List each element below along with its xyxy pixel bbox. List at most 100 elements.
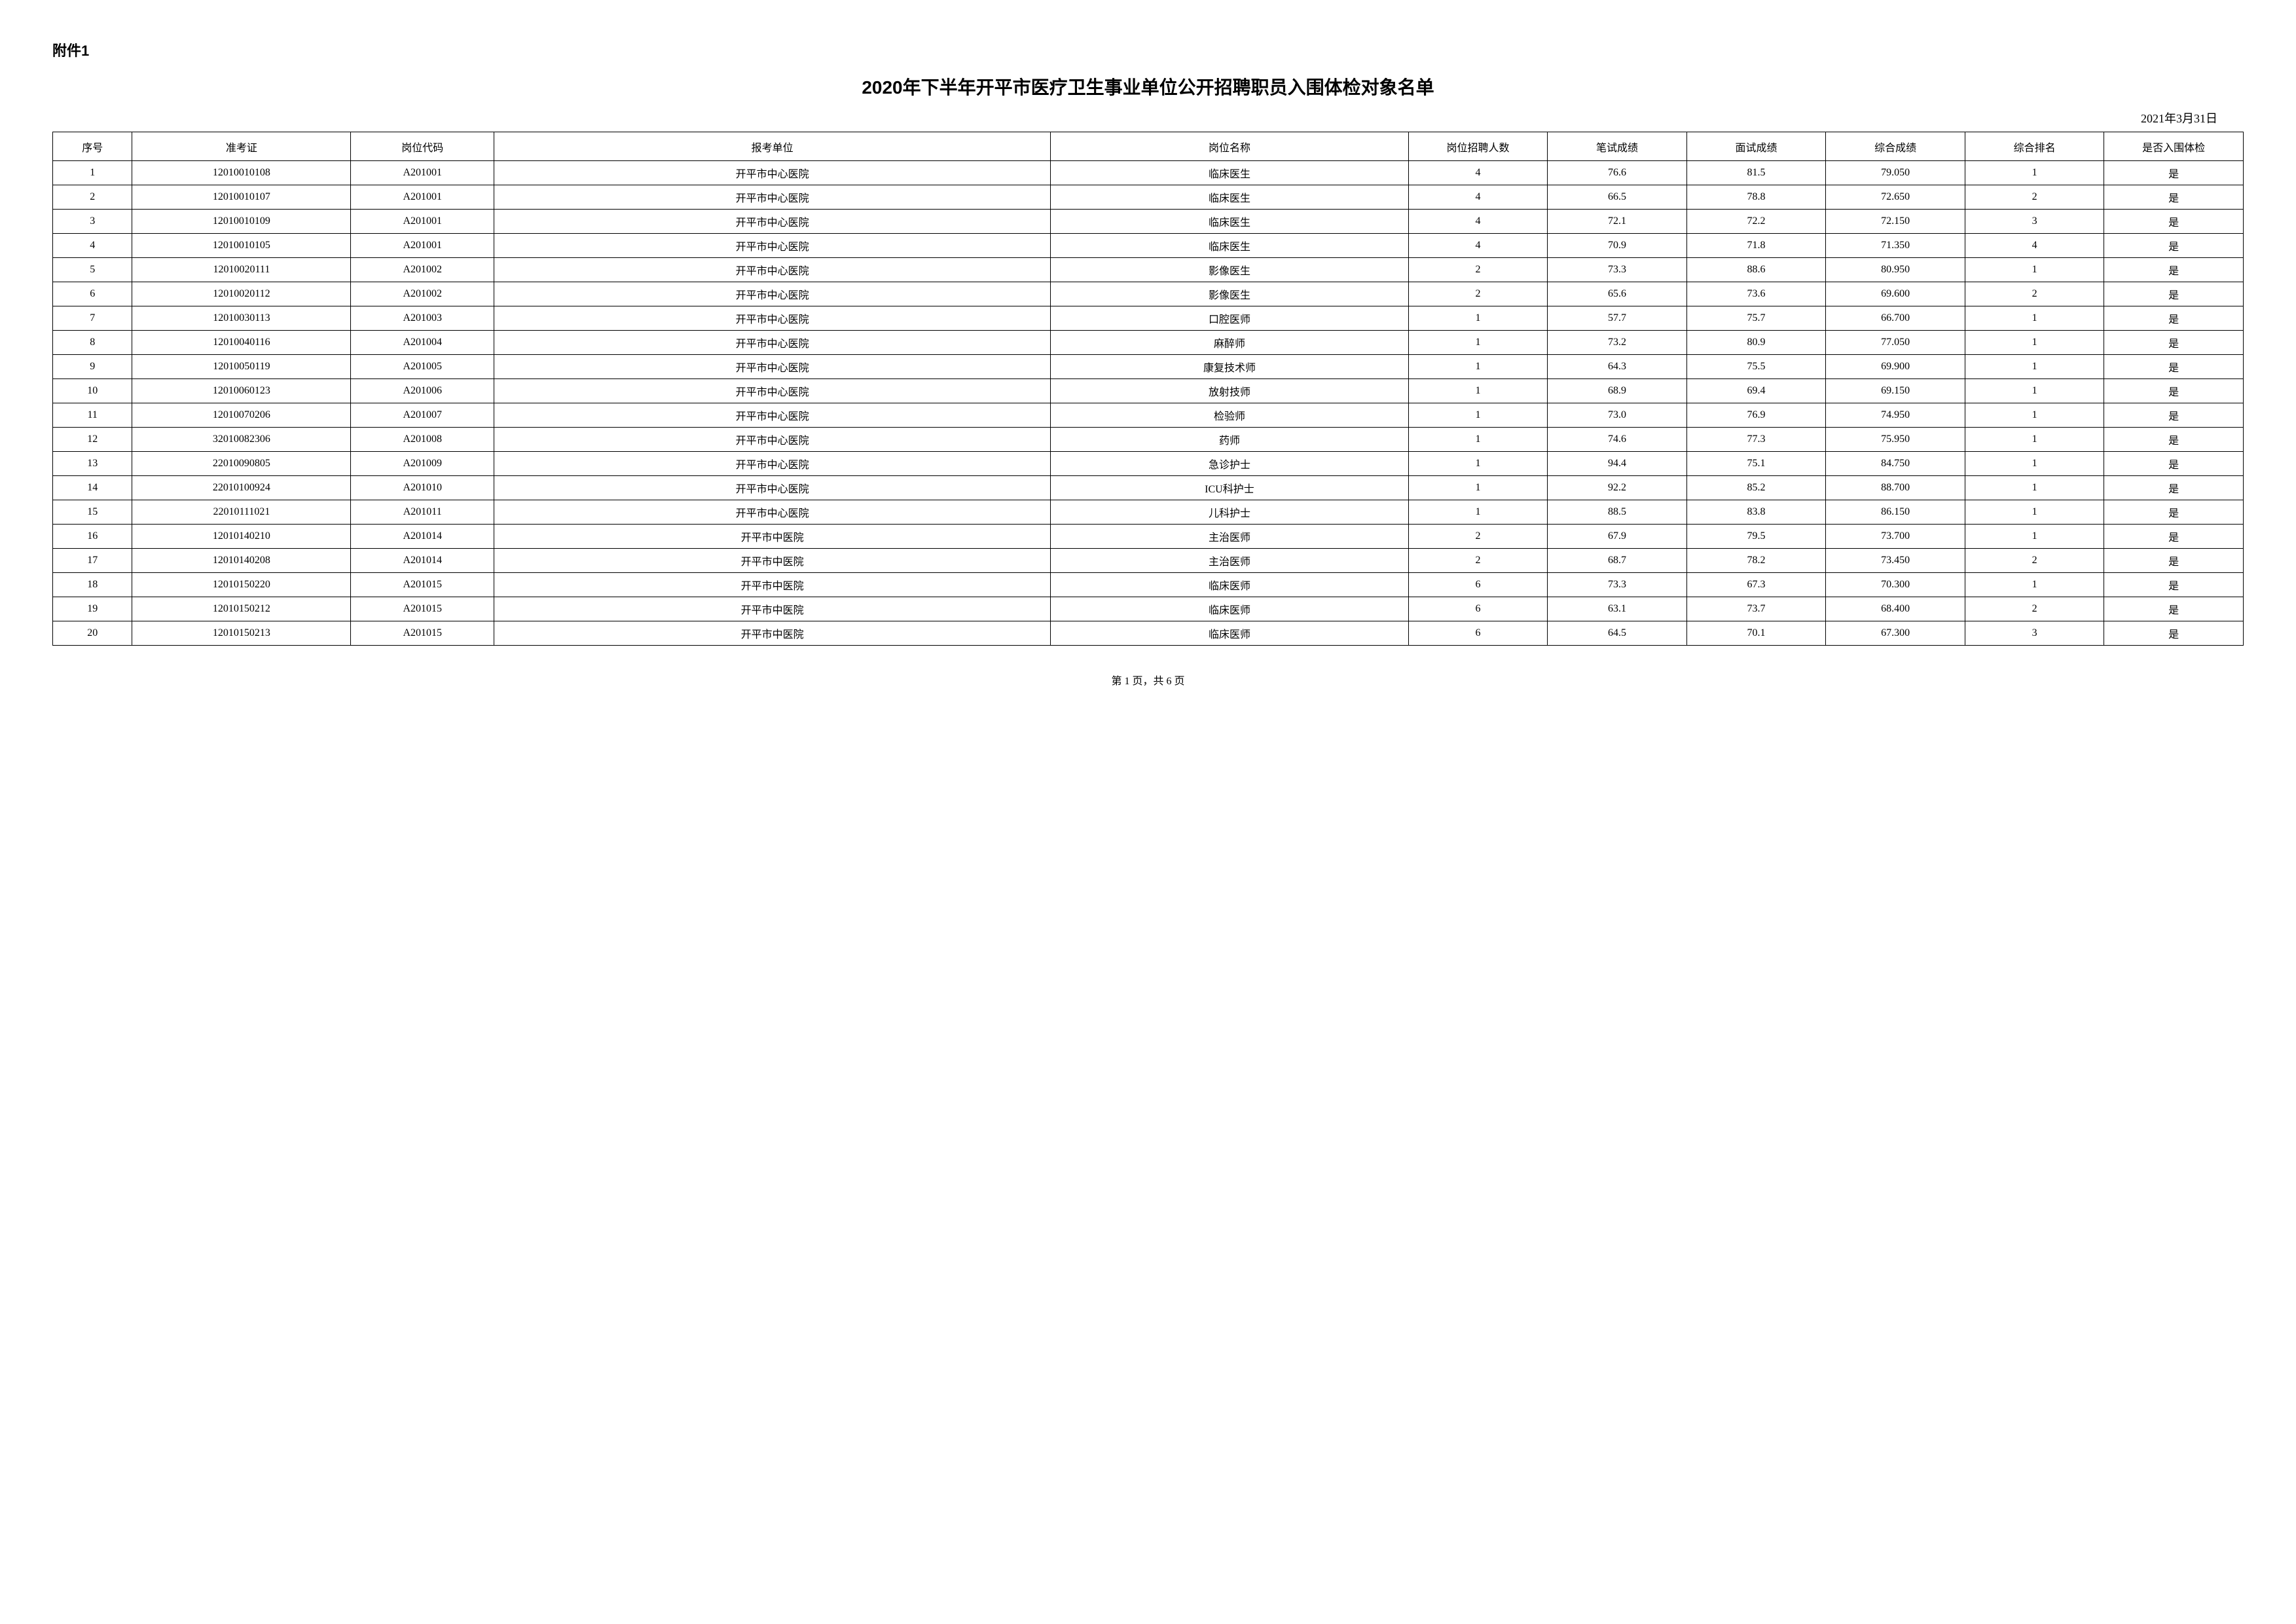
table-cell: 是 xyxy=(2104,306,2244,331)
table-cell: 72.650 xyxy=(1826,185,1965,210)
table-cell: 71.350 xyxy=(1826,234,1965,258)
table-cell: A201001 xyxy=(351,161,494,185)
table-cell: 67.9 xyxy=(1548,525,1687,549)
table-cell: 4 xyxy=(1408,210,1548,234)
table-cell: 开平市中心医院 xyxy=(494,403,1051,428)
table-row: 412010010105A201001开平市中心医院临床医生470.971.87… xyxy=(53,234,2244,258)
table-cell: 12010070206 xyxy=(132,403,351,428)
table-cell: 是 xyxy=(2104,525,2244,549)
table-cell: A201009 xyxy=(351,452,494,476)
table-cell: 71.8 xyxy=(1686,234,1826,258)
table-cell: 药师 xyxy=(1051,428,1409,452)
attachment-label: 附件1 xyxy=(52,39,2244,60)
table-cell: 开平市中心医院 xyxy=(494,428,1051,452)
table-cell: 12010050119 xyxy=(132,355,351,379)
table-cell: 1 xyxy=(1965,306,2104,331)
table-cell: ICU科护士 xyxy=(1051,476,1409,500)
table-cell: 12010140210 xyxy=(132,525,351,549)
table-cell: 口腔医师 xyxy=(1051,306,1409,331)
table-cell: 85.2 xyxy=(1686,476,1826,500)
table-cell: 1 xyxy=(1965,476,2104,500)
table-cell: 是 xyxy=(2104,476,2244,500)
table-cell: 1 xyxy=(1965,403,2104,428)
table-cell: 开平市中心医院 xyxy=(494,476,1051,500)
table-cell: 22010100924 xyxy=(132,476,351,500)
table-cell: 77.3 xyxy=(1686,428,1826,452)
table-cell: 88.5 xyxy=(1548,500,1687,525)
table-cell: 开平市中医院 xyxy=(494,549,1051,573)
table-cell: 开平市中心医院 xyxy=(494,282,1051,306)
table-cell: 12010020111 xyxy=(132,258,351,282)
table-cell: 86.150 xyxy=(1826,500,1965,525)
table-row: 912010050119A201005开平市中心医院康复技术师164.375.5… xyxy=(53,355,2244,379)
table-cell: 主治医师 xyxy=(1051,549,1409,573)
table-cell: 10 xyxy=(53,379,132,403)
table-cell: 1 xyxy=(1408,306,1548,331)
table-cell: 70.1 xyxy=(1686,621,1826,646)
table-cell: A201015 xyxy=(351,621,494,646)
table-cell: 2 xyxy=(1965,597,2104,621)
results-table: 序号 准考证 岗位代码 报考单位 岗位名称 岗位招聘人数 笔试成绩 面试成绩 综… xyxy=(52,132,2244,646)
table-cell: 1 xyxy=(1965,355,2104,379)
table-row: 1322010090805A201009开平市中心医院急诊护士194.475.1… xyxy=(53,452,2244,476)
table-cell: 72.1 xyxy=(1548,210,1687,234)
table-cell: 是 xyxy=(2104,185,2244,210)
table-cell: 是 xyxy=(2104,379,2244,403)
table-row: 1012010060123A201006开平市中心医院放射技师168.969.4… xyxy=(53,379,2244,403)
table-cell: 65.6 xyxy=(1548,282,1687,306)
table-cell: 儿科护士 xyxy=(1051,500,1409,525)
table-cell: 8 xyxy=(53,331,132,355)
table-cell: 4 xyxy=(1408,185,1548,210)
table-cell: 1 xyxy=(1965,573,2104,597)
table-cell: 92.2 xyxy=(1548,476,1687,500)
table-cell: 12 xyxy=(53,428,132,452)
table-cell: 1 xyxy=(1965,428,2104,452)
table-cell: A201001 xyxy=(351,234,494,258)
table-cell: 73.450 xyxy=(1826,549,1965,573)
table-cell: 57.7 xyxy=(1548,306,1687,331)
table-cell: 75.950 xyxy=(1826,428,1965,452)
col-header-pass: 是否入围体检 xyxy=(2104,132,2244,161)
table-cell: A201003 xyxy=(351,306,494,331)
table-cell: 2 xyxy=(1408,525,1548,549)
table-cell: 66.5 xyxy=(1548,185,1687,210)
col-header-seq: 序号 xyxy=(53,132,132,161)
table-row: 1522010111021A201011开平市中心医院儿科护士188.583.8… xyxy=(53,500,2244,525)
table-cell: 开平市中心医院 xyxy=(494,500,1051,525)
table-cell: 临床医师 xyxy=(1051,573,1409,597)
table-cell: 75.1 xyxy=(1686,452,1826,476)
table-cell: 1 xyxy=(1965,500,2104,525)
table-cell: 73.3 xyxy=(1548,258,1687,282)
table-cell: 开平市中心医院 xyxy=(494,355,1051,379)
table-body: 112010010108A201001开平市中心医院临床医生476.681.57… xyxy=(53,161,2244,646)
table-cell: 开平市中心医院 xyxy=(494,331,1051,355)
table-cell: 19 xyxy=(53,597,132,621)
table-cell: 4 xyxy=(53,234,132,258)
table-cell: A201015 xyxy=(351,597,494,621)
table-cell: 是 xyxy=(2104,331,2244,355)
table-cell: 16 xyxy=(53,525,132,549)
table-cell: 临床医师 xyxy=(1051,621,1409,646)
table-cell: 开平市中心医院 xyxy=(494,452,1051,476)
table-cell: 检验师 xyxy=(1051,403,1409,428)
table-cell: 1 xyxy=(1965,379,2104,403)
page-footer: 第 1 页，共 6 页 xyxy=(52,672,2244,688)
page-title: 2020年下半年开平市医疗卫生事业单位公开招聘职员入围体检对象名单 xyxy=(52,73,2244,100)
table-cell: 94.4 xyxy=(1548,452,1687,476)
table-cell: 12010150220 xyxy=(132,573,351,597)
table-cell: A201002 xyxy=(351,258,494,282)
table-cell: A201005 xyxy=(351,355,494,379)
table-cell: 康复技术师 xyxy=(1051,355,1409,379)
col-header-count: 岗位招聘人数 xyxy=(1408,132,1548,161)
table-cell: 是 xyxy=(2104,452,2244,476)
table-row: 312010010109A201001开平市中心医院临床医生472.172.27… xyxy=(53,210,2244,234)
table-cell: 69.150 xyxy=(1826,379,1965,403)
table-cell: 73.7 xyxy=(1686,597,1826,621)
table-cell: 1 xyxy=(1408,452,1548,476)
table-cell: 22010090805 xyxy=(132,452,351,476)
table-cell: 1 xyxy=(1408,403,1548,428)
table-cell: 68.400 xyxy=(1826,597,1965,621)
table-cell: 是 xyxy=(2104,500,2244,525)
table-cell: 1 xyxy=(1965,258,2104,282)
table-cell: 74.950 xyxy=(1826,403,1965,428)
